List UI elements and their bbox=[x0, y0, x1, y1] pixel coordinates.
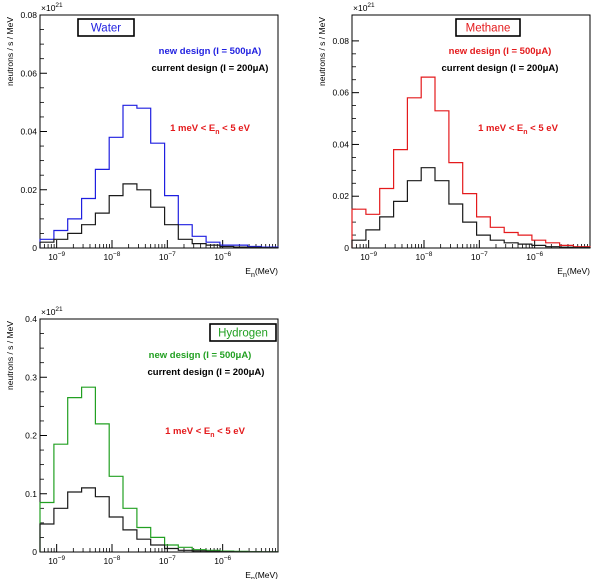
y-tick-label: 0.3 bbox=[25, 372, 37, 382]
x-tick-label: 10−9 bbox=[48, 555, 65, 566]
panel-title: Water bbox=[91, 23, 121, 35]
title-box bbox=[209, 323, 277, 342]
y-tick-label: 0.08 bbox=[20, 10, 37, 20]
legend-new-design: new design (I = 500μA) bbox=[159, 46, 262, 57]
y-tick-label: 0 bbox=[344, 243, 349, 253]
x-tick-label: 10−6 bbox=[526, 251, 543, 262]
y-tick-label: 0.06 bbox=[332, 88, 349, 98]
y-exponent-label: ×1021 bbox=[41, 2, 63, 13]
legend-new-design: new design (I = 500μA) bbox=[449, 46, 552, 57]
y-exponent-label: ×1021 bbox=[353, 2, 375, 13]
legend-current-design: current design (I = 200μA) bbox=[152, 63, 269, 74]
y-axis-label: neutrons / s / MeV bbox=[5, 321, 15, 390]
x-tick-label: 10−8 bbox=[416, 251, 433, 262]
y-tick-label: 0.02 bbox=[332, 191, 349, 201]
x-tick-label: 10−8 bbox=[104, 555, 121, 566]
chart-panel-hydrogen: 0 0.1 0.2 0.3 0.4 ×1021 10−9 10−8 10−7 10−6 En(MeV… bbox=[5, 306, 279, 579]
histogram-new-design bbox=[351, 76, 591, 248]
x-tick-label: 10−6 bbox=[214, 555, 231, 566]
y-tick-label: 0.02 bbox=[20, 185, 37, 195]
x-tick-label: 10−8 bbox=[104, 251, 121, 262]
histogram-new-design bbox=[39, 104, 279, 248]
x-tick-label: 10−9 bbox=[48, 251, 65, 262]
legend-current-design: current design (I = 200μA) bbox=[442, 63, 559, 74]
y-tick-label: 0.06 bbox=[20, 68, 37, 78]
panel-title: Hydrogen bbox=[218, 328, 268, 340]
y-tick-label: 0.04 bbox=[20, 127, 37, 137]
y-tick-label: 0.04 bbox=[332, 139, 349, 149]
title-box bbox=[77, 18, 135, 37]
histogram-new-design bbox=[39, 386, 279, 553]
chart-panel-water: 0 0.02 0.04 0.06 0.08 ×1021 10−9 10−8 10−7 10−6 En… bbox=[5, 2, 279, 279]
energy-range-annotation: 1 meV < En < 5 eV bbox=[478, 123, 558, 136]
panel-title: Methane bbox=[466, 23, 511, 35]
x-tick-label: 10−7 bbox=[159, 251, 176, 262]
x-tick-label: 10−6 bbox=[214, 251, 231, 262]
y-tick-label: 0.1 bbox=[25, 489, 37, 499]
x-axis-label: En(MeV) bbox=[245, 570, 278, 579]
y-exponent-label: ×1021 bbox=[41, 306, 63, 317]
histogram-current-design bbox=[39, 183, 279, 249]
y-axis-label: neutrons / s / MeV bbox=[5, 17, 15, 86]
x-tick-label: 10−9 bbox=[360, 251, 377, 262]
legend-current-design: current design (I = 200μA) bbox=[148, 367, 265, 378]
histogram-current-design bbox=[39, 487, 279, 553]
title-box bbox=[455, 18, 521, 37]
x-tick-label: 10−7 bbox=[471, 251, 488, 262]
histogram-current-design bbox=[351, 167, 591, 249]
y-tick-label: 0.08 bbox=[332, 36, 349, 46]
energy-range-annotation: 1 meV < En < 5 eV bbox=[170, 123, 250, 136]
y-tick-label: 0 bbox=[32, 243, 37, 253]
x-axis-label: En(MeV) bbox=[245, 266, 278, 279]
x-tick-label: 10−7 bbox=[159, 555, 176, 566]
energy-range-annotation: 1 meV < En < 5 eV bbox=[165, 426, 245, 439]
y-tick-label: 0 bbox=[32, 547, 37, 557]
x-axis-label: En(MeV) bbox=[557, 266, 590, 279]
y-tick-label: 0.2 bbox=[25, 431, 37, 441]
y-tick-label: 0.4 bbox=[25, 314, 37, 324]
y-axis-label: neutrons / s / MeV bbox=[317, 17, 327, 86]
chart-panel-methane: 0 0.02 0.04 0.06 0.08 ×1021 10−9 10−8 10−7 10−6 En… bbox=[317, 2, 591, 279]
legend-new-design: new design (I = 500μA) bbox=[149, 350, 252, 361]
